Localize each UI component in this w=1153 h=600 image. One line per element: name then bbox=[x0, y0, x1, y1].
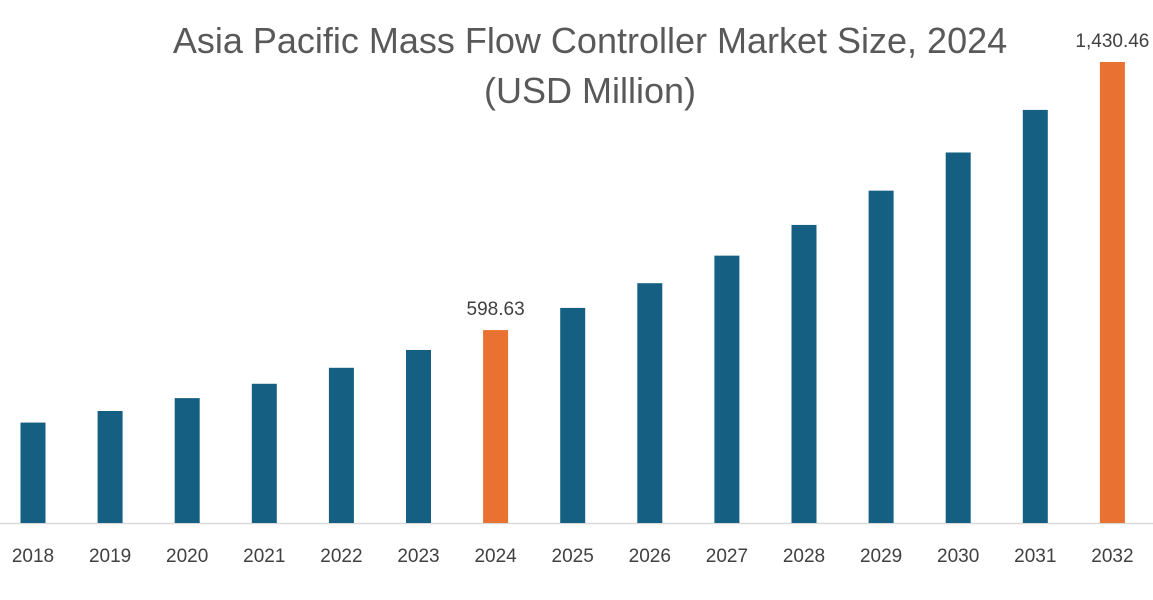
bar-2022 bbox=[328, 367, 354, 523]
x-tick-label: 2026 bbox=[629, 546, 671, 567]
x-tick-label: 2031 bbox=[1014, 546, 1056, 567]
bar-2018 bbox=[20, 422, 46, 523]
bar-2026 bbox=[637, 283, 663, 523]
data-label-2032: 1,430.46 bbox=[1075, 31, 1149, 52]
chart-title-line: Asia Pacific Mass Flow Controller Market… bbox=[172, 20, 1008, 61]
x-tick-label: 2024 bbox=[474, 546, 517, 567]
bar-2032 bbox=[1099, 62, 1125, 523]
x-tick-label: 2027 bbox=[706, 546, 748, 567]
bar-2030 bbox=[945, 152, 971, 523]
bar-2020 bbox=[174, 398, 200, 523]
bar-2028 bbox=[791, 224, 817, 523]
x-tick-label: 2030 bbox=[937, 546, 979, 567]
bar-2027 bbox=[714, 255, 740, 523]
bar-2021 bbox=[251, 383, 277, 523]
x-tick-label: 2020 bbox=[166, 546, 208, 567]
x-tick-label: 2025 bbox=[552, 546, 594, 567]
bar-2031 bbox=[1022, 109, 1048, 524]
x-tick-label: 2019 bbox=[89, 546, 131, 567]
x-tick-label: 2032 bbox=[1091, 546, 1133, 567]
chart-title: Asia Pacific Mass Flow Controller Market… bbox=[0, 16, 1153, 116]
x-tick-label: 2021 bbox=[243, 546, 285, 567]
x-tick-label: 2028 bbox=[783, 546, 825, 567]
bar-2024 bbox=[483, 330, 509, 523]
bar-2029 bbox=[868, 190, 894, 524]
bar-2025 bbox=[560, 307, 586, 523]
chart-subtitle: (USD Million) bbox=[483, 70, 696, 111]
x-tick-label: 2022 bbox=[320, 546, 362, 567]
x-tick-label: 2018 bbox=[12, 546, 54, 567]
bar-2023 bbox=[406, 349, 431, 523]
x-tick-label: 2023 bbox=[397, 546, 439, 567]
x-tick-label: 2029 bbox=[860, 546, 902, 567]
bar-2019 bbox=[97, 411, 123, 523]
data-label-2024: 598.63 bbox=[467, 299, 525, 320]
